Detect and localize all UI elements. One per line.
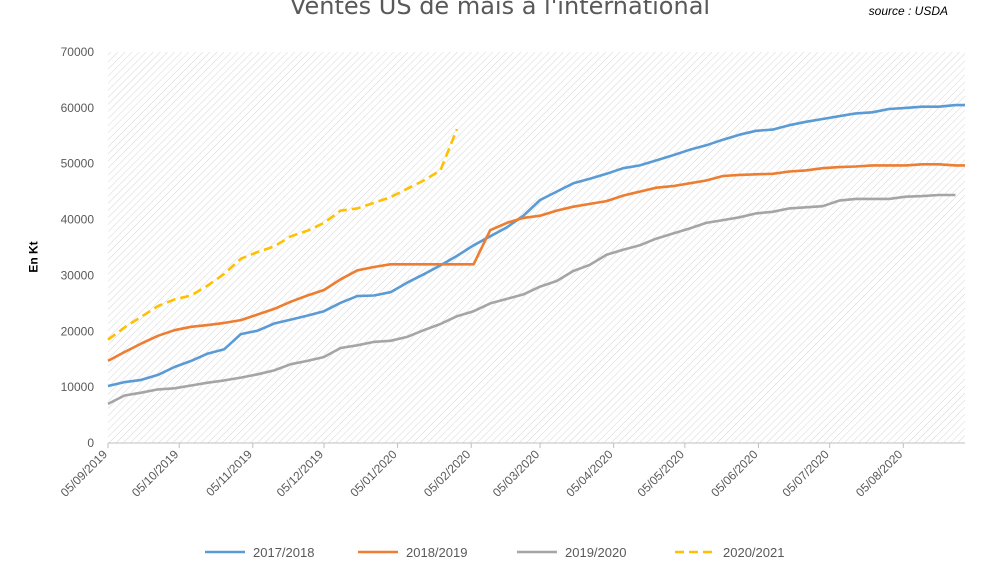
legend-label: 2017/2018 bbox=[253, 545, 314, 560]
legend: 2017/2018 2018/2019 2019/2020 2020/2021 bbox=[205, 545, 784, 560]
source-note: source : USDA bbox=[868, 4, 948, 18]
legend-label: 2018/2019 bbox=[406, 545, 467, 560]
x-tick-label: 05/07/2020 bbox=[779, 447, 832, 500]
series-line-2020-2021 bbox=[107, 128, 459, 341]
x-tick-label: 05/03/2020 bbox=[490, 447, 543, 500]
x-tick-label: 05/04/2020 bbox=[563, 447, 616, 500]
series-line-2019-2020 bbox=[107, 193, 956, 406]
y-tick-label: 70000 bbox=[61, 45, 95, 59]
x-tick-label: 05/09/2019 bbox=[58, 447, 111, 500]
x-tick-label: 05/08/2020 bbox=[853, 447, 906, 500]
x-tick-label: 05/02/2020 bbox=[421, 447, 474, 500]
x-axis: 05/09/2019 05/10/2019 05/11/2019 05/12/2019… bbox=[58, 442, 965, 500]
series-line-2018-2019 bbox=[107, 163, 965, 363]
y-tick-label: 30000 bbox=[61, 268, 95, 282]
y-tick-label: 50000 bbox=[61, 157, 95, 171]
y-axis: 0 10000 20000 30000 40000 50000 60000 70000 bbox=[61, 45, 95, 450]
y-tick-label: 10000 bbox=[61, 380, 95, 394]
y-tick-label: 20000 bbox=[61, 324, 95, 338]
x-tick-label: 05/05/2020 bbox=[635, 447, 688, 500]
x-tick-label: 05/06/2020 bbox=[708, 447, 761, 500]
x-tick-label: 05/12/2019 bbox=[274, 447, 327, 500]
chart-title: Ventes US de maïs à l'international bbox=[289, 0, 711, 20]
y-tick-label: 60000 bbox=[61, 101, 95, 115]
series-layer bbox=[107, 103, 965, 406]
y-tick-label: 40000 bbox=[61, 213, 95, 227]
y-tick-label: 0 bbox=[87, 436, 94, 450]
series-line-2017-2018 bbox=[107, 103, 965, 388]
x-tick-label: 05/11/2019 bbox=[203, 447, 255, 499]
x-tick-label: 05/01/2020 bbox=[347, 447, 400, 500]
legend-label: 2020/2021 bbox=[723, 545, 784, 560]
plot-area-background bbox=[108, 52, 965, 443]
legend-label: 2019/2020 bbox=[565, 545, 626, 560]
x-tick-label: 05/10/2019 bbox=[129, 447, 182, 500]
